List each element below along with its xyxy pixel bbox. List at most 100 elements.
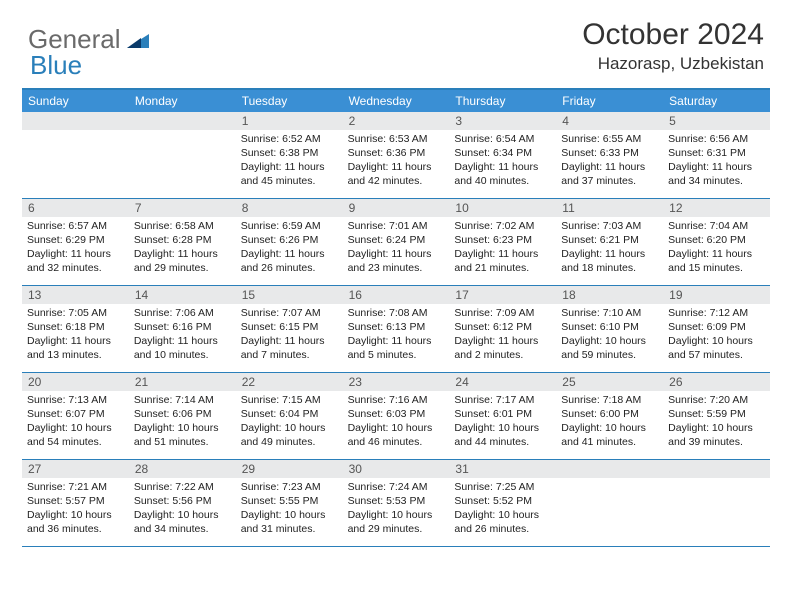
calendar-day: 3Sunrise: 6:54 AMSunset: 6:34 PMDaylight… (449, 112, 556, 198)
day-details: Sunrise: 7:16 AMSunset: 6:03 PMDaylight:… (343, 391, 450, 453)
calendar-day: 22Sunrise: 7:15 AMSunset: 6:04 PMDayligh… (236, 373, 343, 459)
calendar-day: 14Sunrise: 7:06 AMSunset: 6:16 PMDayligh… (129, 286, 236, 372)
day-details: Sunrise: 6:54 AMSunset: 6:34 PMDaylight:… (449, 130, 556, 192)
day-details: Sunrise: 7:13 AMSunset: 6:07 PMDaylight:… (22, 391, 129, 453)
day-details: Sunrise: 7:20 AMSunset: 5:59 PMDaylight:… (663, 391, 770, 453)
calendar-day: 26Sunrise: 7:20 AMSunset: 5:59 PMDayligh… (663, 373, 770, 459)
day-details: Sunrise: 7:10 AMSunset: 6:10 PMDaylight:… (556, 304, 663, 366)
calendar-day: 11Sunrise: 7:03 AMSunset: 6:21 PMDayligh… (556, 199, 663, 285)
calendar-day: 21Sunrise: 7:14 AMSunset: 6:06 PMDayligh… (129, 373, 236, 459)
day-number (663, 460, 770, 478)
calendar-day: 17Sunrise: 7:09 AMSunset: 6:12 PMDayligh… (449, 286, 556, 372)
calendar-week: 27Sunrise: 7:21 AMSunset: 5:57 PMDayligh… (22, 460, 770, 547)
calendar-day: 28Sunrise: 7:22 AMSunset: 5:56 PMDayligh… (129, 460, 236, 546)
day-details: Sunrise: 6:58 AMSunset: 6:28 PMDaylight:… (129, 217, 236, 279)
day-details: Sunrise: 7:05 AMSunset: 6:18 PMDaylight:… (22, 304, 129, 366)
day-number: 5 (663, 112, 770, 130)
day-number: 6 (22, 199, 129, 217)
title-block: October 2024 Hazorasp, Uzbekistan (582, 18, 764, 74)
day-number: 1 (236, 112, 343, 130)
calendar-day: 18Sunrise: 7:10 AMSunset: 6:10 PMDayligh… (556, 286, 663, 372)
day-of-week-header: Thursday (449, 90, 556, 112)
day-details: Sunrise: 7:01 AMSunset: 6:24 PMDaylight:… (343, 217, 450, 279)
calendar-day-empty (129, 112, 236, 198)
calendar-day: 29Sunrise: 7:23 AMSunset: 5:55 PMDayligh… (236, 460, 343, 546)
day-number: 19 (663, 286, 770, 304)
calendar-day: 15Sunrise: 7:07 AMSunset: 6:15 PMDayligh… (236, 286, 343, 372)
calendar: SundayMondayTuesdayWednesdayThursdayFrid… (22, 88, 770, 547)
day-details: Sunrise: 6:57 AMSunset: 6:29 PMDaylight:… (22, 217, 129, 279)
day-number: 16 (343, 286, 450, 304)
day-details: Sunrise: 7:22 AMSunset: 5:56 PMDaylight:… (129, 478, 236, 540)
day-details: Sunrise: 7:15 AMSunset: 6:04 PMDaylight:… (236, 391, 343, 453)
day-of-week-header: Monday (129, 90, 236, 112)
calendar-week: 1Sunrise: 6:52 AMSunset: 6:38 PMDaylight… (22, 112, 770, 199)
calendar-day: 2Sunrise: 6:53 AMSunset: 6:36 PMDaylight… (343, 112, 450, 198)
calendar-day: 23Sunrise: 7:16 AMSunset: 6:03 PMDayligh… (343, 373, 450, 459)
calendar-day: 31Sunrise: 7:25 AMSunset: 5:52 PMDayligh… (449, 460, 556, 546)
calendar-week: 20Sunrise: 7:13 AMSunset: 6:07 PMDayligh… (22, 373, 770, 460)
calendar-day-empty (22, 112, 129, 198)
day-number (129, 112, 236, 130)
day-number: 28 (129, 460, 236, 478)
calendar-day: 30Sunrise: 7:24 AMSunset: 5:53 PMDayligh… (343, 460, 450, 546)
day-details: Sunrise: 6:53 AMSunset: 6:36 PMDaylight:… (343, 130, 450, 192)
logo-mark-icon (127, 30, 153, 50)
day-details: Sunrise: 7:23 AMSunset: 5:55 PMDaylight:… (236, 478, 343, 540)
day-number: 21 (129, 373, 236, 391)
day-details: Sunrise: 7:02 AMSunset: 6:23 PMDaylight:… (449, 217, 556, 279)
day-details: Sunrise: 7:21 AMSunset: 5:57 PMDaylight:… (22, 478, 129, 540)
day-number: 22 (236, 373, 343, 391)
day-of-week-header: Friday (556, 90, 663, 112)
day-of-week-header: Wednesday (343, 90, 450, 112)
logo-text-blue: Blue (30, 50, 82, 81)
day-number: 27 (22, 460, 129, 478)
day-number: 17 (449, 286, 556, 304)
calendar-day: 8Sunrise: 6:59 AMSunset: 6:26 PMDaylight… (236, 199, 343, 285)
day-details: Sunrise: 6:56 AMSunset: 6:31 PMDaylight:… (663, 130, 770, 192)
day-details: Sunrise: 7:06 AMSunset: 6:16 PMDaylight:… (129, 304, 236, 366)
day-details: Sunrise: 6:52 AMSunset: 6:38 PMDaylight:… (236, 130, 343, 192)
calendar-day: 9Sunrise: 7:01 AMSunset: 6:24 PMDaylight… (343, 199, 450, 285)
calendar-day: 10Sunrise: 7:02 AMSunset: 6:23 PMDayligh… (449, 199, 556, 285)
day-number: 15 (236, 286, 343, 304)
day-details: Sunrise: 6:59 AMSunset: 6:26 PMDaylight:… (236, 217, 343, 279)
calendar-day: 27Sunrise: 7:21 AMSunset: 5:57 PMDayligh… (22, 460, 129, 546)
day-number: 3 (449, 112, 556, 130)
day-number: 18 (556, 286, 663, 304)
day-number: 2 (343, 112, 450, 130)
day-number: 7 (129, 199, 236, 217)
calendar-day: 4Sunrise: 6:55 AMSunset: 6:33 PMDaylight… (556, 112, 663, 198)
day-number: 4 (556, 112, 663, 130)
calendar-day: 13Sunrise: 7:05 AMSunset: 6:18 PMDayligh… (22, 286, 129, 372)
calendar-day: 19Sunrise: 7:12 AMSunset: 6:09 PMDayligh… (663, 286, 770, 372)
day-details: Sunrise: 7:25 AMSunset: 5:52 PMDaylight:… (449, 478, 556, 540)
day-details: Sunrise: 7:18 AMSunset: 6:00 PMDaylight:… (556, 391, 663, 453)
calendar-day-empty (556, 460, 663, 546)
calendar-week: 13Sunrise: 7:05 AMSunset: 6:18 PMDayligh… (22, 286, 770, 373)
day-number: 29 (236, 460, 343, 478)
day-number: 31 (449, 460, 556, 478)
day-details: Sunrise: 7:12 AMSunset: 6:09 PMDaylight:… (663, 304, 770, 366)
day-number: 13 (22, 286, 129, 304)
calendar-day: 12Sunrise: 7:04 AMSunset: 6:20 PMDayligh… (663, 199, 770, 285)
day-details: Sunrise: 6:55 AMSunset: 6:33 PMDaylight:… (556, 130, 663, 192)
day-number (556, 460, 663, 478)
day-number: 8 (236, 199, 343, 217)
header: General October 2024 Hazorasp, Uzbekista… (0, 0, 792, 80)
day-number: 26 (663, 373, 770, 391)
day-details: Sunrise: 7:07 AMSunset: 6:15 PMDaylight:… (236, 304, 343, 366)
day-details: Sunrise: 7:17 AMSunset: 6:01 PMDaylight:… (449, 391, 556, 453)
calendar-day: 6Sunrise: 6:57 AMSunset: 6:29 PMDaylight… (22, 199, 129, 285)
day-number: 20 (22, 373, 129, 391)
day-details: Sunrise: 7:14 AMSunset: 6:06 PMDaylight:… (129, 391, 236, 453)
calendar-day: 20Sunrise: 7:13 AMSunset: 6:07 PMDayligh… (22, 373, 129, 459)
day-details: Sunrise: 7:09 AMSunset: 6:12 PMDaylight:… (449, 304, 556, 366)
day-number (22, 112, 129, 130)
calendar-day: 25Sunrise: 7:18 AMSunset: 6:00 PMDayligh… (556, 373, 663, 459)
day-details: Sunrise: 7:03 AMSunset: 6:21 PMDaylight:… (556, 217, 663, 279)
day-of-week-header: Saturday (663, 90, 770, 112)
day-number: 25 (556, 373, 663, 391)
weeks-container: 1Sunrise: 6:52 AMSunset: 6:38 PMDaylight… (22, 112, 770, 547)
calendar-day-empty (663, 460, 770, 546)
